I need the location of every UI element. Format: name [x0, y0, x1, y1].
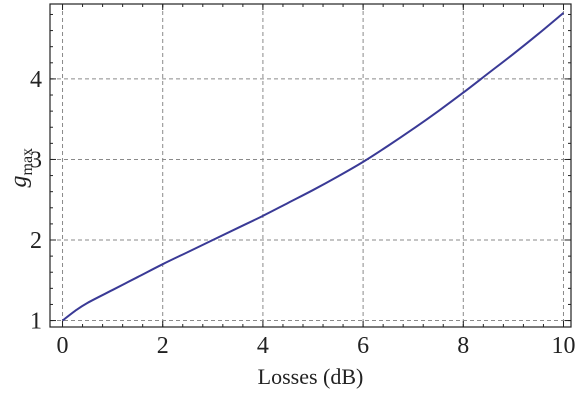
y-axis-label: gmax: [6, 148, 36, 188]
x-tick-label: 4: [257, 333, 269, 359]
series-layer: [61, 12, 565, 322]
plot-frame: [49, 3, 572, 328]
y-axis-label-main: g: [6, 176, 32, 188]
x-tick-label: 2: [157, 333, 169, 359]
grid: [50, 4, 571, 327]
x-tick-label: 8: [457, 333, 469, 359]
y-axis-label-sub: max: [19, 148, 36, 176]
series-line: [61, 12, 565, 322]
x-tick-label: 6: [357, 333, 369, 359]
x-axis-label: Losses (dB): [258, 364, 364, 389]
y-tick-label: 1: [30, 309, 42, 335]
ticks: [50, 4, 571, 327]
y-tick-label: 2: [30, 228, 42, 254]
y-tick-label: 3: [30, 147, 42, 173]
y-tick-label: 4: [30, 67, 42, 93]
x-tick-label: 10: [551, 333, 575, 359]
x-tick-label: 0: [57, 333, 69, 359]
